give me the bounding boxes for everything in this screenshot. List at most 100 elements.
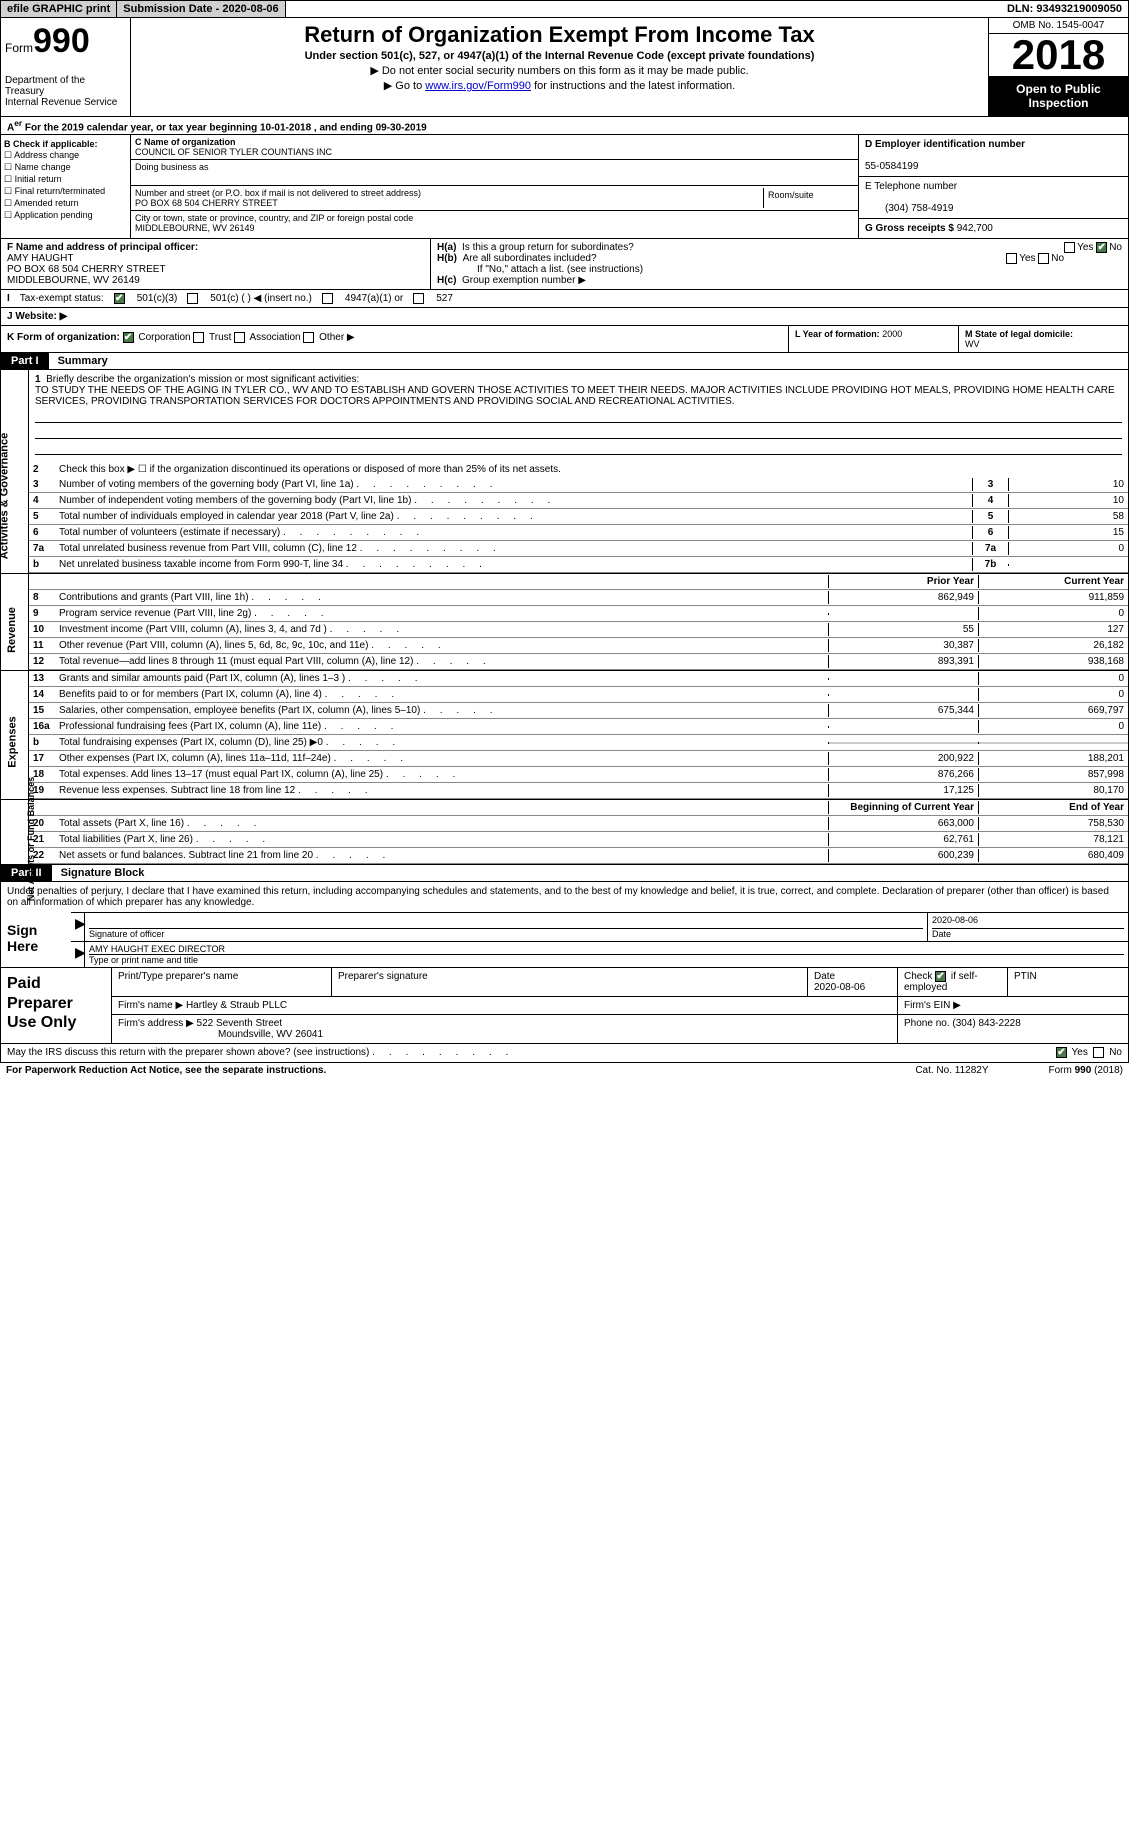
table-row: bNet unrelated business taxable income f… [29,557,1128,573]
ha-yes-checkbox[interactable] [1064,242,1075,253]
cb-other[interactable] [303,332,314,343]
officer-group-block: F Name and address of principal officer:… [0,239,1129,290]
goto-suffix: for instructions and the latest informat… [531,80,735,92]
officer-name: AMY HAUGHT [7,253,74,264]
section-d-ein: D Employer identification number 55-0584… [859,135,1128,177]
table-row: 17Other expenses (Part IX, column (A), l… [29,751,1128,767]
cb-address-change[interactable]: ☐ Address change [4,150,127,161]
sig-date-label: Date [932,929,1124,939]
pra-notice: For Paperwork Reduction Act Notice, see … [6,1065,326,1076]
table-row: 16aProfessional fundraising fees (Part I… [29,719,1128,735]
table-row: 3Number of voting members of the governi… [29,477,1128,493]
part1-title: Summary [52,353,114,369]
blank-line [35,425,1122,439]
tax-year-text: For the 2019 calendar year, or tax year … [25,122,427,133]
address-row: Number and street (or P.O. box if mail i… [131,186,858,211]
expenses-section: Expenses 13Grants and similar amounts pa… [0,671,1129,800]
firm-ein-label: Firm's EIN ▶ [898,997,1128,1014]
identity-block: B Check if applicable: ☐ Address change … [0,135,1129,239]
section-b-checkboxes: B Check if applicable: ☐ Address change … [1,135,131,238]
cb-corporation[interactable]: ✔ [123,332,134,343]
activities-governance-section: Activities & Governance 1 Briefly descri… [0,370,1129,574]
ein-label: D Employer identification number [865,139,1025,150]
hb-no-checkbox[interactable] [1038,253,1049,264]
dba-row: Doing business as [131,160,858,186]
instruction-ssn: ▶ Do not enter social security numbers o… [135,64,984,77]
hdr-end: End of Year [978,801,1128,814]
part2-header: Part II Signature Block [0,865,1129,882]
may-no-checkbox[interactable] [1093,1047,1104,1058]
officer-signature-line[interactable] [89,915,923,929]
irs-link[interactable]: www.irs.gov/Form990 [425,80,531,92]
cb-501c3[interactable]: ✔ [114,293,125,304]
may-yes-checkbox[interactable]: ✔ [1056,1047,1067,1058]
hb-yes-checkbox[interactable] [1006,253,1017,264]
dept-treasury: Department of the Treasury [5,75,126,97]
sign-here-label: Sign Here [1,912,71,967]
printed-name-label: Type or print name and title [89,955,1124,965]
table-row: 13Grants and similar amounts paid (Part … [29,671,1128,687]
table-row: 11Other revenue (Part VIII, column (A), … [29,638,1128,654]
addr-label: Number and street (or P.O. box if mail i… [135,188,421,198]
perjury-declaration: Under penalties of perjury, I declare th… [0,882,1129,912]
ha-no-checkbox[interactable]: ✔ [1096,242,1107,253]
pp-name-label: Print/Type preparer's name [112,968,332,996]
cb-final-return[interactable]: ☐ Final return/terminated [4,186,127,197]
firm-name: Hartley & Straub PLLC [186,1000,287,1011]
blank-line [35,441,1122,455]
dln-cell: DLN: 93493219009050 [1001,1,1128,17]
firm-addr1: 522 Seventh Street [197,1018,283,1029]
pp-date: 2020-08-06 [814,982,865,993]
efile-print-button[interactable]: efile GRAPHIC print [1,1,117,17]
arrow-icon: ▶ [71,942,85,967]
hdr-prior: Prior Year [828,575,978,588]
sig-officer-label: Signature of officer [89,929,923,939]
table-row: 14Benefits paid to or for members (Part … [29,687,1128,703]
table-row: 7aTotal unrelated business revenue from … [29,541,1128,557]
table-row: 8Contributions and grants (Part VIII, li… [29,590,1128,606]
cb-name-change[interactable]: ☐ Name change [4,162,127,173]
gross-value: 942,700 [957,223,993,234]
sign-here-block: Sign Here ▶ Signature of officer 2020-08… [0,912,1129,968]
cb-association[interactable] [234,332,245,343]
officer-addr1: PO BOX 68 504 CHERRY STREET [7,264,166,275]
submission-date-cell: Submission Date - 2020-08-06 [117,1,285,17]
firm-addr2: Moundsville, WV 26041 [118,1029,323,1040]
cb-application-pending[interactable]: ☐ Application pending [4,210,127,221]
part2-title: Signature Block [55,865,151,881]
form-header: Form990 Department of the Treasury Inter… [0,18,1129,117]
may-discuss-text: May the IRS discuss this return with the… [7,1047,508,1058]
city-value: MIDDLEBOURNE, WV 26149 [135,223,255,233]
dln-label: DLN: [1007,3,1036,15]
title-col: Return of Organization Exempt From Incom… [131,18,988,116]
officer-label: F Name and address of principal officer: [7,242,198,253]
org-name: COUNCIL OF SENIOR TYLER COUNTIANS INC [135,147,332,157]
section-e-phone: E Telephone number (304) 758-4919 [859,177,1128,219]
revenue-section: Revenue Prior YearCurrent Year 8Contribu… [0,574,1129,671]
side-label-ag: Activities & Governance [1,370,29,573]
form-title: Return of Organization Exempt From Incom… [135,22,984,48]
form-prefix: Form [5,41,33,55]
cb-initial-return[interactable]: ☐ Initial return [4,174,127,185]
cb-527[interactable] [413,293,424,304]
cb-trust[interactable] [193,332,204,343]
city-label: City or town, state or province, country… [135,213,413,223]
may-discuss-row: May the IRS discuss this return with the… [0,1044,1129,1062]
table-row: 20Total assets (Part X, line 16)663,0007… [29,816,1128,832]
cb-501c[interactable] [187,293,198,304]
section-g-gross: G Gross receipts $ 942,700 [859,219,1128,238]
section-l-year: L Year of formation: 2000 [788,326,958,352]
table-row: 12Total revenue—add lines 8 through 11 (… [29,654,1128,670]
table-row: 22Net assets or fund balances. Subtract … [29,848,1128,864]
arrow-icon: ▶ [71,913,85,941]
table-row: 4Number of independent voting members of… [29,493,1128,509]
section-a-tax-year: Aer For the 2019 calendar year, or tax y… [0,117,1129,135]
pp-sig-label: Preparer's signature [332,968,808,996]
addr-value: PO BOX 68 504 CHERRY STREET [135,198,278,208]
section-k-form-org: K Form of organization: ✔ Corporation Tr… [1,326,788,352]
cb-4947[interactable] [322,293,333,304]
cb-amended-return[interactable]: ☐ Amended return [4,198,127,209]
phone-label: E Telephone number [865,181,957,192]
cb-self-employed[interactable]: ✔ [935,971,946,982]
section-c-org-info: C Name of organization COUNCIL OF SENIOR… [131,135,858,238]
